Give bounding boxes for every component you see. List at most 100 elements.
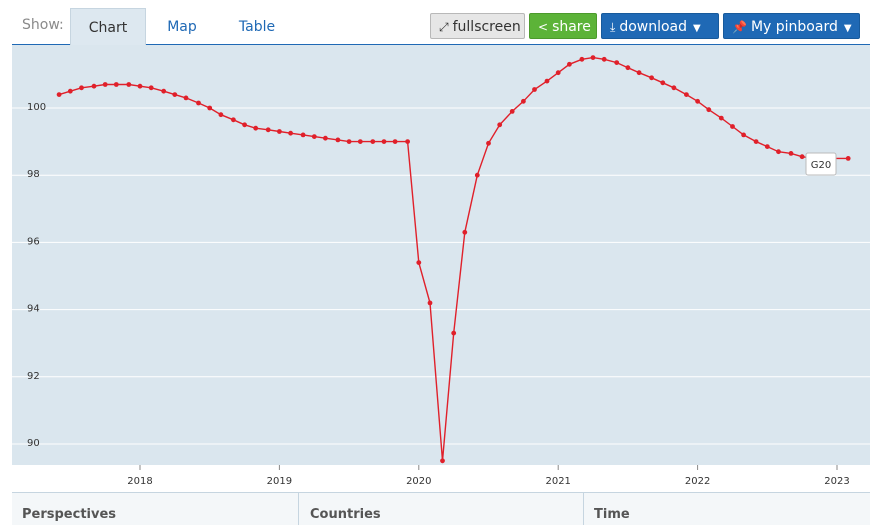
series-label-box: G20 xyxy=(805,152,837,176)
data-point[interactable] xyxy=(718,115,724,121)
data-point[interactable] xyxy=(323,135,328,141)
data-point[interactable] xyxy=(242,122,248,128)
tab-chart[interactable]: Chart xyxy=(70,8,146,46)
data-point[interactable] xyxy=(126,82,132,87)
data-point[interactable] xyxy=(730,124,735,129)
data-point[interactable] xyxy=(532,87,537,92)
data-point[interactable] xyxy=(486,140,491,146)
data-point[interactable] xyxy=(474,172,480,178)
data-point[interactable] xyxy=(277,129,282,134)
data-point[interactable] xyxy=(405,139,410,145)
tab-map[interactable]: Map xyxy=(167,19,197,35)
data-point[interactable] xyxy=(509,109,515,114)
data-point[interactable] xyxy=(497,122,503,128)
data-point[interactable] xyxy=(776,149,781,155)
fullscreen-button[interactable]: ⤢ fullscreen xyxy=(430,13,525,39)
data-point[interactable] xyxy=(183,95,189,101)
data-point[interactable] xyxy=(544,78,550,84)
chevron-down-icon: ▼ xyxy=(843,23,852,34)
data-point[interactable] xyxy=(625,65,631,71)
data-point[interactable] xyxy=(788,151,794,156)
data-point[interactable] xyxy=(196,100,201,106)
pinboard-label: My pinboard xyxy=(750,19,838,35)
fullscreen-label: fullscreen xyxy=(452,19,521,35)
data-point[interactable] xyxy=(288,130,293,136)
data-point[interactable] xyxy=(671,85,677,91)
data-point[interactable] xyxy=(440,458,445,464)
data-point[interactable] xyxy=(253,125,259,131)
data-point[interactable] xyxy=(636,70,642,76)
data-point[interactable] xyxy=(91,83,97,89)
data-point[interactable] xyxy=(427,300,433,306)
x-tick-label: 2019 xyxy=(267,476,292,487)
data-point[interactable] xyxy=(845,156,851,161)
countries-tab[interactable]: Countries xyxy=(310,507,381,522)
x-axis-strip xyxy=(12,465,870,493)
data-point[interactable] xyxy=(67,88,73,94)
x-tick-label: 2018 xyxy=(127,476,152,487)
perspectives-tab[interactable]: Perspectives xyxy=(22,507,117,522)
bottom-separator xyxy=(298,493,299,525)
data-point[interactable] xyxy=(521,98,526,104)
data-point[interactable] xyxy=(172,92,178,97)
y-tick-label: 92 xyxy=(27,371,40,382)
data-point[interactable] xyxy=(370,139,376,145)
data-point[interactable] xyxy=(137,83,143,89)
download-label: download xyxy=(619,19,688,35)
data-point[interactable] xyxy=(649,75,654,81)
show-label: Show: xyxy=(22,17,64,33)
data-point[interactable] xyxy=(799,154,805,160)
data-point[interactable] xyxy=(265,127,271,133)
data-point[interactable] xyxy=(113,82,119,87)
y-tick-label: 90 xyxy=(27,438,40,449)
pinboard-button[interactable]: 📌 My pinboard ▼ xyxy=(723,13,860,39)
data-point[interactable] xyxy=(764,144,770,150)
data-point[interactable] xyxy=(555,70,561,76)
data-point[interactable] xyxy=(381,139,387,145)
x-tick-label: 2023 xyxy=(824,476,849,487)
data-point[interactable] xyxy=(695,98,700,104)
data-point[interactable] xyxy=(207,105,213,111)
data-point[interactable] xyxy=(684,92,689,97)
data-point[interactable] xyxy=(346,139,352,145)
data-point[interactable] xyxy=(590,55,596,60)
data-point[interactable] xyxy=(579,56,585,62)
data-point[interactable] xyxy=(161,88,167,94)
data-point[interactable] xyxy=(148,85,154,91)
data-point[interactable] xyxy=(753,139,759,145)
data-point[interactable] xyxy=(231,117,236,123)
data-point[interactable] xyxy=(706,107,712,113)
data-point[interactable] xyxy=(335,137,341,143)
data-point[interactable] xyxy=(218,112,224,118)
data-point[interactable] xyxy=(392,139,398,145)
data-point[interactable] xyxy=(451,330,457,336)
data-point[interactable] xyxy=(601,56,607,62)
data-point[interactable] xyxy=(79,85,84,91)
data-point[interactable] xyxy=(300,132,306,138)
pin-icon: 📌 xyxy=(732,20,747,34)
download-icon: ⤓ xyxy=(610,20,616,34)
x-tick-label: 2020 xyxy=(406,476,431,487)
data-point[interactable] xyxy=(416,260,422,265)
data-point[interactable] xyxy=(660,80,666,86)
data-point[interactable] xyxy=(462,229,468,235)
time-tab[interactable]: Time xyxy=(594,507,630,522)
data-point[interactable] xyxy=(311,134,317,140)
share-button[interactable]: < share xyxy=(529,13,597,39)
data-point[interactable] xyxy=(741,132,746,138)
tab-table[interactable]: Table xyxy=(238,19,276,35)
data-point[interactable] xyxy=(614,60,620,65)
download-button[interactable]: ⤓ download ▼ xyxy=(601,13,719,39)
data-point[interactable] xyxy=(56,92,62,97)
data-point[interactable] xyxy=(102,82,108,87)
data-point[interactable] xyxy=(357,139,363,145)
x-tick-label: 2022 xyxy=(685,476,710,487)
y-tick-label: 94 xyxy=(27,304,40,315)
x-tick-label: 2021 xyxy=(545,476,570,487)
data-point[interactable] xyxy=(567,61,572,67)
toolbar: Show: Chart Map Table ⤢ fullscreen < share… xyxy=(12,8,870,46)
bottom-separator xyxy=(583,493,584,525)
y-tick-label: 100 xyxy=(27,102,46,113)
share-label: share xyxy=(552,19,591,35)
